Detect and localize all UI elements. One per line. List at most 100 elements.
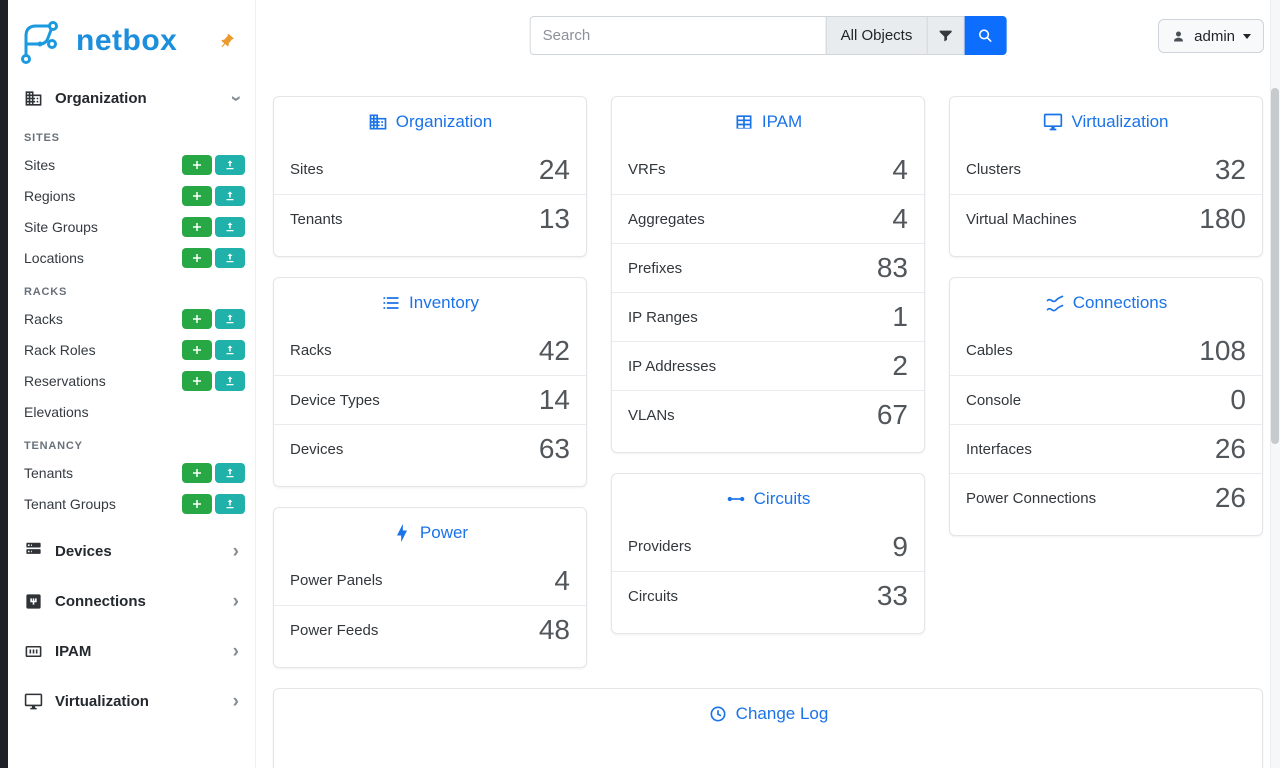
card-header: Virtualization — [950, 97, 1262, 145]
scrollbar[interactable] — [1270, 0, 1280, 768]
card-grid: Organization Sites 24 Tenants 13 Invento… — [273, 96, 1263, 668]
sidebar-bottom-menus: Devices › Connections › IPAM › — [8, 531, 255, 722]
pin-icon[interactable] — [218, 33, 235, 50]
netbox-logo-icon[interactable] — [16, 18, 68, 64]
scrollbar-thumb[interactable] — [1271, 88, 1279, 444]
sidebar-item-locations[interactable]: Locations — [8, 242, 255, 273]
card-title: Power — [419, 523, 469, 542]
import-button[interactable] — [215, 154, 245, 175]
add-button[interactable] — [182, 493, 212, 514]
stat-value-interfaces: 26 — [1214, 433, 1246, 464]
sidebar-item-tenant-groups[interactable]: Tenant Groups — [8, 488, 255, 519]
stat-link-power-connections[interactable]: Power Connections — [966, 489, 1097, 507]
card-title: Circuits — [753, 489, 811, 508]
stat-link-aggregates[interactable]: Aggregates — [628, 210, 705, 228]
add-button[interactable] — [182, 308, 212, 329]
stat-link-devices[interactable]: Devices — [290, 440, 344, 458]
user-name: admin — [1194, 27, 1235, 45]
stat-link-vrfs[interactable]: VRFs — [628, 161, 666, 178]
import-button[interactable] — [215, 247, 245, 268]
card-circuits: Circuits Providers 9 Circuits 33 — [611, 473, 925, 634]
sidebar-item-tenants[interactable]: Tenants — [8, 457, 255, 488]
import-button[interactable] — [215, 493, 245, 514]
stat-row: Circuits 33 — [612, 571, 924, 620]
stat-value-clusters: 32 — [1214, 153, 1246, 185]
sidebar-item-regions[interactable]: Regions — [8, 180, 255, 211]
stat-value-cables: 108 — [1199, 334, 1246, 366]
card-title: IPAM — [761, 112, 803, 131]
stat-link-cables[interactable]: Cables — [966, 342, 1013, 359]
object-type-button[interactable]: All Objects — [825, 16, 927, 55]
stat-link-prefixes[interactable]: Prefixes — [628, 259, 683, 277]
stat-link-power-panels[interactable]: Power Panels — [290, 572, 383, 589]
stat-link-tenants[interactable]: Tenants — [290, 210, 343, 228]
add-button[interactable] — [182, 462, 212, 483]
import-button[interactable] — [215, 308, 245, 329]
add-button[interactable] — [182, 339, 212, 360]
logo-row: netbox — [8, 0, 255, 78]
card-ipam: IPAM VRFs 4 Aggregates 4 Prefixes 83 IP … — [611, 96, 925, 453]
sidebar-item-label: Rack Roles — [24, 341, 96, 358]
sidebar-item-sites[interactable]: Sites — [8, 149, 255, 180]
card-header: IPAM — [612, 97, 924, 145]
stat-link-vlans[interactable]: VLANs — [628, 406, 675, 424]
stat-link-console[interactable]: Console — [966, 391, 1022, 409]
import-button[interactable] — [215, 462, 245, 483]
add-button[interactable] — [182, 247, 212, 268]
stat-row: Clusters 32 — [950, 145, 1262, 194]
sidebar-item-reservations[interactable]: Reservations — [8, 365, 255, 396]
sidebar-item-site-groups[interactable]: Site Groups — [8, 211, 255, 242]
stat-row: Console 0 — [950, 375, 1262, 424]
stat-link-ip-addresses[interactable]: IP Addresses — [628, 357, 717, 375]
card-inventory: Inventory Racks 42 Device Types 14 Devic… — [273, 277, 587, 487]
sidebar-item-devices[interactable]: Devices › — [8, 531, 255, 572]
stat-row: Virtual Machines 180 — [950, 194, 1262, 243]
sidebar-item-label: Tenants — [24, 464, 74, 481]
column-3: Virtualization Clusters 32 Virtual Machi… — [949, 96, 1263, 536]
sidebar-item-elevations[interactable]: Elevations — [8, 396, 255, 427]
filter-button[interactable] — [926, 16, 965, 55]
stat-link-racks[interactable]: Racks — [290, 342, 332, 359]
stat-value-aggregates: 4 — [892, 203, 908, 234]
search-input[interactable] — [529, 16, 826, 55]
sidebar-item-rack-roles[interactable]: Rack Roles — [8, 334, 255, 365]
stat-link-virtual-machines[interactable]: Virtual Machines — [966, 210, 1077, 228]
stat-row: Tenants 13 — [274, 194, 586, 243]
stat-link-providers[interactable]: Providers — [628, 538, 692, 555]
search-button[interactable] — [964, 16, 1007, 55]
card-header: Change Log — [274, 689, 1262, 737]
sidebar-item-connections[interactable]: Connections › — [8, 581, 255, 622]
add-button[interactable] — [182, 216, 212, 237]
stat-link-circuits[interactable]: Circuits — [628, 587, 679, 605]
add-button[interactable] — [182, 154, 212, 175]
add-button[interactable] — [182, 185, 212, 206]
import-button[interactable] — [215, 185, 245, 206]
stat-value-device-types: 14 — [538, 384, 570, 415]
import-button[interactable] — [215, 216, 245, 237]
sidebar-item-racks[interactable]: Racks — [8, 303, 255, 334]
netbox-logo-text[interactable]: netbox — [76, 24, 178, 57]
sidebar-item-label: IPAM — [55, 643, 92, 660]
sidebar-item-label: Site Groups — [24, 218, 98, 235]
lightning-bolt-icon — [392, 523, 412, 543]
stat-link-power-feeds[interactable]: Power Feeds — [290, 621, 379, 639]
stat-link-device-types[interactable]: Device Types — [290, 391, 380, 409]
add-button[interactable] — [182, 370, 212, 391]
stat-link-ip-ranges[interactable]: IP Ranges — [628, 308, 698, 326]
stat-value-tenants: 13 — [538, 203, 570, 234]
stat-value-power-connections: 26 — [1214, 482, 1246, 513]
import-button[interactable] — [215, 339, 245, 360]
card-title: Connections — [1072, 293, 1168, 312]
sidebar-nav: Organization › SITES Sites Regions Site … — [8, 78, 255, 722]
sidebar-item-label: Reservations — [24, 372, 106, 389]
sidebar-item-organization[interactable]: Organization › — [8, 78, 255, 119]
sidebar-item-virtualization[interactable]: Virtualization › — [8, 681, 255, 722]
stat-link-sites[interactable]: Sites — [290, 161, 324, 178]
user-menu-button[interactable]: admin — [1158, 19, 1264, 53]
stat-link-interfaces[interactable]: Interfaces — [966, 440, 1032, 458]
stat-link-clusters[interactable]: Clusters — [966, 161, 1022, 178]
import-button[interactable] — [215, 370, 245, 391]
sidebar-item-label: Sites — [24, 156, 56, 173]
sidebar-item-ipam[interactable]: IPAM › — [8, 631, 255, 672]
history-clock-icon — [708, 704, 728, 724]
